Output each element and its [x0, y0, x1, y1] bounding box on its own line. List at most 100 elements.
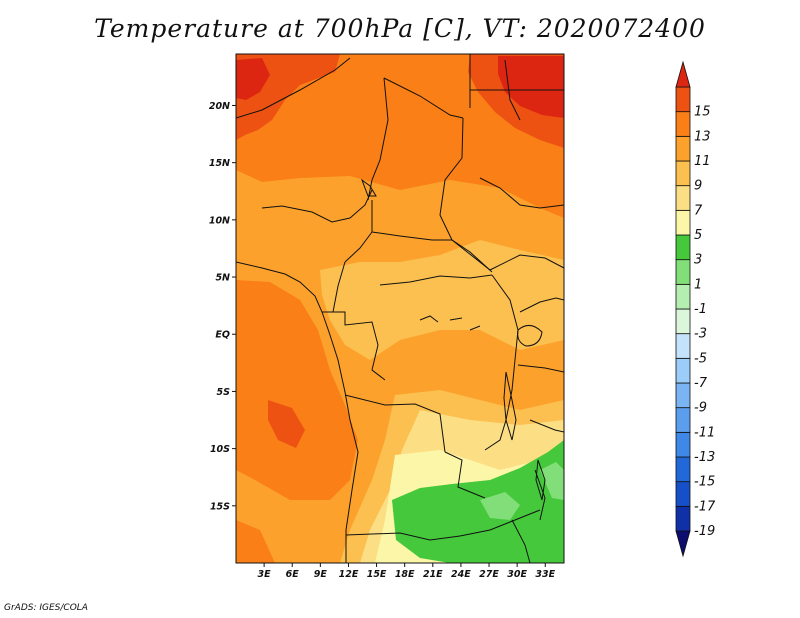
- lat-tick-label: 15N: [209, 158, 230, 169]
- colorbar-label: -7: [694, 376, 708, 391]
- colorbar-label: -15: [694, 475, 715, 490]
- colorbar-bin: [675, 333, 691, 359]
- colorbar-label: -1: [694, 302, 707, 317]
- lon-tick-label: 27E: [479, 569, 499, 580]
- colorbar-label: 15: [694, 105, 711, 120]
- border-angola-zambia: [444, 451, 486, 499]
- border-uganda-kenya: [519, 297, 564, 313]
- border-drc-angola: [344, 394, 446, 453]
- credit-label: GrADS: IGES/COLA: [4, 603, 88, 613]
- field-zambia-1c: [392, 440, 564, 563]
- map-title: Temperature at 700hPa [C], VT: 202007240…: [94, 14, 706, 43]
- border-chad-sudan: [439, 117, 464, 241]
- longitude-axis: 3E 6E 9E 12E 15E 18E 21E 24E 27E 30E 33E: [258, 563, 556, 580]
- colorbar-label: -9: [694, 401, 707, 416]
- colorbar-label: 11: [694, 154, 711, 169]
- colorbar-bin: [675, 135, 691, 162]
- lon-tick-label: 33E: [535, 569, 555, 580]
- lat-tick-label: 20N: [209, 101, 230, 112]
- field-atlantic-13c: [268, 400, 305, 448]
- colorbar-label: -11: [694, 425, 715, 440]
- lat-tick-label: EQ: [215, 330, 230, 341]
- border-sudan-ethiopia: [479, 177, 564, 209]
- colorbar-bin: [675, 357, 691, 384]
- colorbar-bin: [675, 86, 691, 113]
- border-car-drc: [379, 274, 493, 286]
- lon-tick-label: 21E: [423, 569, 443, 580]
- lon-tick-label: 6E: [286, 569, 300, 580]
- colorbar-bin: [675, 407, 691, 433]
- colorbar-label: 3: [694, 253, 702, 268]
- colorbar-bin: [675, 505, 691, 532]
- border-drc-east: [484, 274, 519, 451]
- border-gabon-congo: [322, 311, 386, 381]
- nile-region: [504, 59, 521, 121]
- colorbar-label: -19: [694, 524, 715, 539]
- colorbar-label: 1: [694, 277, 702, 292]
- lon-tick-label: 3E: [258, 569, 272, 580]
- colorbar-bin: [675, 456, 691, 483]
- border-cameroon: [332, 200, 373, 313]
- lake-chad: [360, 178, 377, 197]
- lake-fragments: [419, 315, 481, 331]
- lat-tick-label: 10N: [209, 215, 230, 226]
- lat-tick-label: 15S: [210, 501, 230, 512]
- colorbar-label: 5: [694, 228, 702, 243]
- colorbar-bin: [675, 283, 691, 310]
- colorbar-bin: [675, 259, 691, 285]
- border-zambia-zimbabwe: [459, 509, 541, 537]
- colorbar-bin: [675, 382, 691, 409]
- field-west-13c-small: [236, 58, 270, 100]
- map-frame: [235, 53, 565, 564]
- colorbar-label: -3: [694, 327, 707, 342]
- colorbar-label: -17: [694, 499, 716, 514]
- colorbar-bin: [675, 160, 691, 187]
- lon-tick-label: 24E: [451, 569, 471, 580]
- border-angola-namibia: [345, 532, 461, 541]
- colorbar-bin: [675, 431, 691, 458]
- colorbar-label: 7: [694, 203, 703, 218]
- country-boundaries: [236, 54, 564, 563]
- lon-tick-label: 15E: [367, 569, 387, 580]
- temperature-field: [236, 54, 564, 563]
- border-algeria-niger: [236, 57, 351, 119]
- field-west-coast-11c: [236, 280, 358, 500]
- lake-malawi: [535, 459, 546, 501]
- colorbar-label: 13: [694, 129, 711, 144]
- colorbar-bin: [675, 185, 691, 211]
- border-tanzania: [517, 364, 564, 433]
- border-car: [371, 231, 493, 273]
- field-libya-15c: [498, 56, 564, 118]
- border-south-sudan: [451, 239, 564, 271]
- lon-tick-label: 9E: [314, 569, 328, 580]
- colorbar-bin: [675, 234, 691, 261]
- colorbar-bin-lowest: [675, 530, 691, 558]
- lake-victoria: [517, 325, 543, 347]
- colorbar-bin: [675, 111, 691, 137]
- colorbar-label: -5: [694, 351, 707, 366]
- border-libya-chad: [383, 77, 464, 119]
- latitude-axis: 20N 15N 10N 5N EQ 5S 10S 15S: [209, 101, 236, 512]
- field-zambia-minus1c: [480, 492, 520, 520]
- field-mozambique-minus1c: [540, 462, 564, 500]
- colorbar-bin-highest: [675, 60, 691, 88]
- border-nigeria: [261, 189, 373, 223]
- colorbar-bin: [675, 209, 691, 236]
- border-mozambique: [511, 519, 531, 563]
- field-central-7c: [320, 240, 564, 360]
- lon-tick-label: 30E: [507, 569, 527, 580]
- lon-tick-label: 12E: [339, 569, 359, 580]
- colorbar-bin: [675, 308, 691, 335]
- colorbar-label: 9: [694, 179, 702, 194]
- lon-tick-label: 18E: [395, 569, 415, 580]
- lat-tick-label: 5N: [215, 273, 230, 284]
- field-southwest-11c: [236, 520, 275, 563]
- lat-tick-label: 10S: [210, 444, 230, 455]
- lake-tanganyika: [503, 371, 517, 441]
- colorbar-bin: [675, 481, 691, 507]
- coastline-west: [236, 261, 359, 563]
- lat-tick-label: 5S: [217, 387, 231, 398]
- border-malawi: [534, 469, 546, 521]
